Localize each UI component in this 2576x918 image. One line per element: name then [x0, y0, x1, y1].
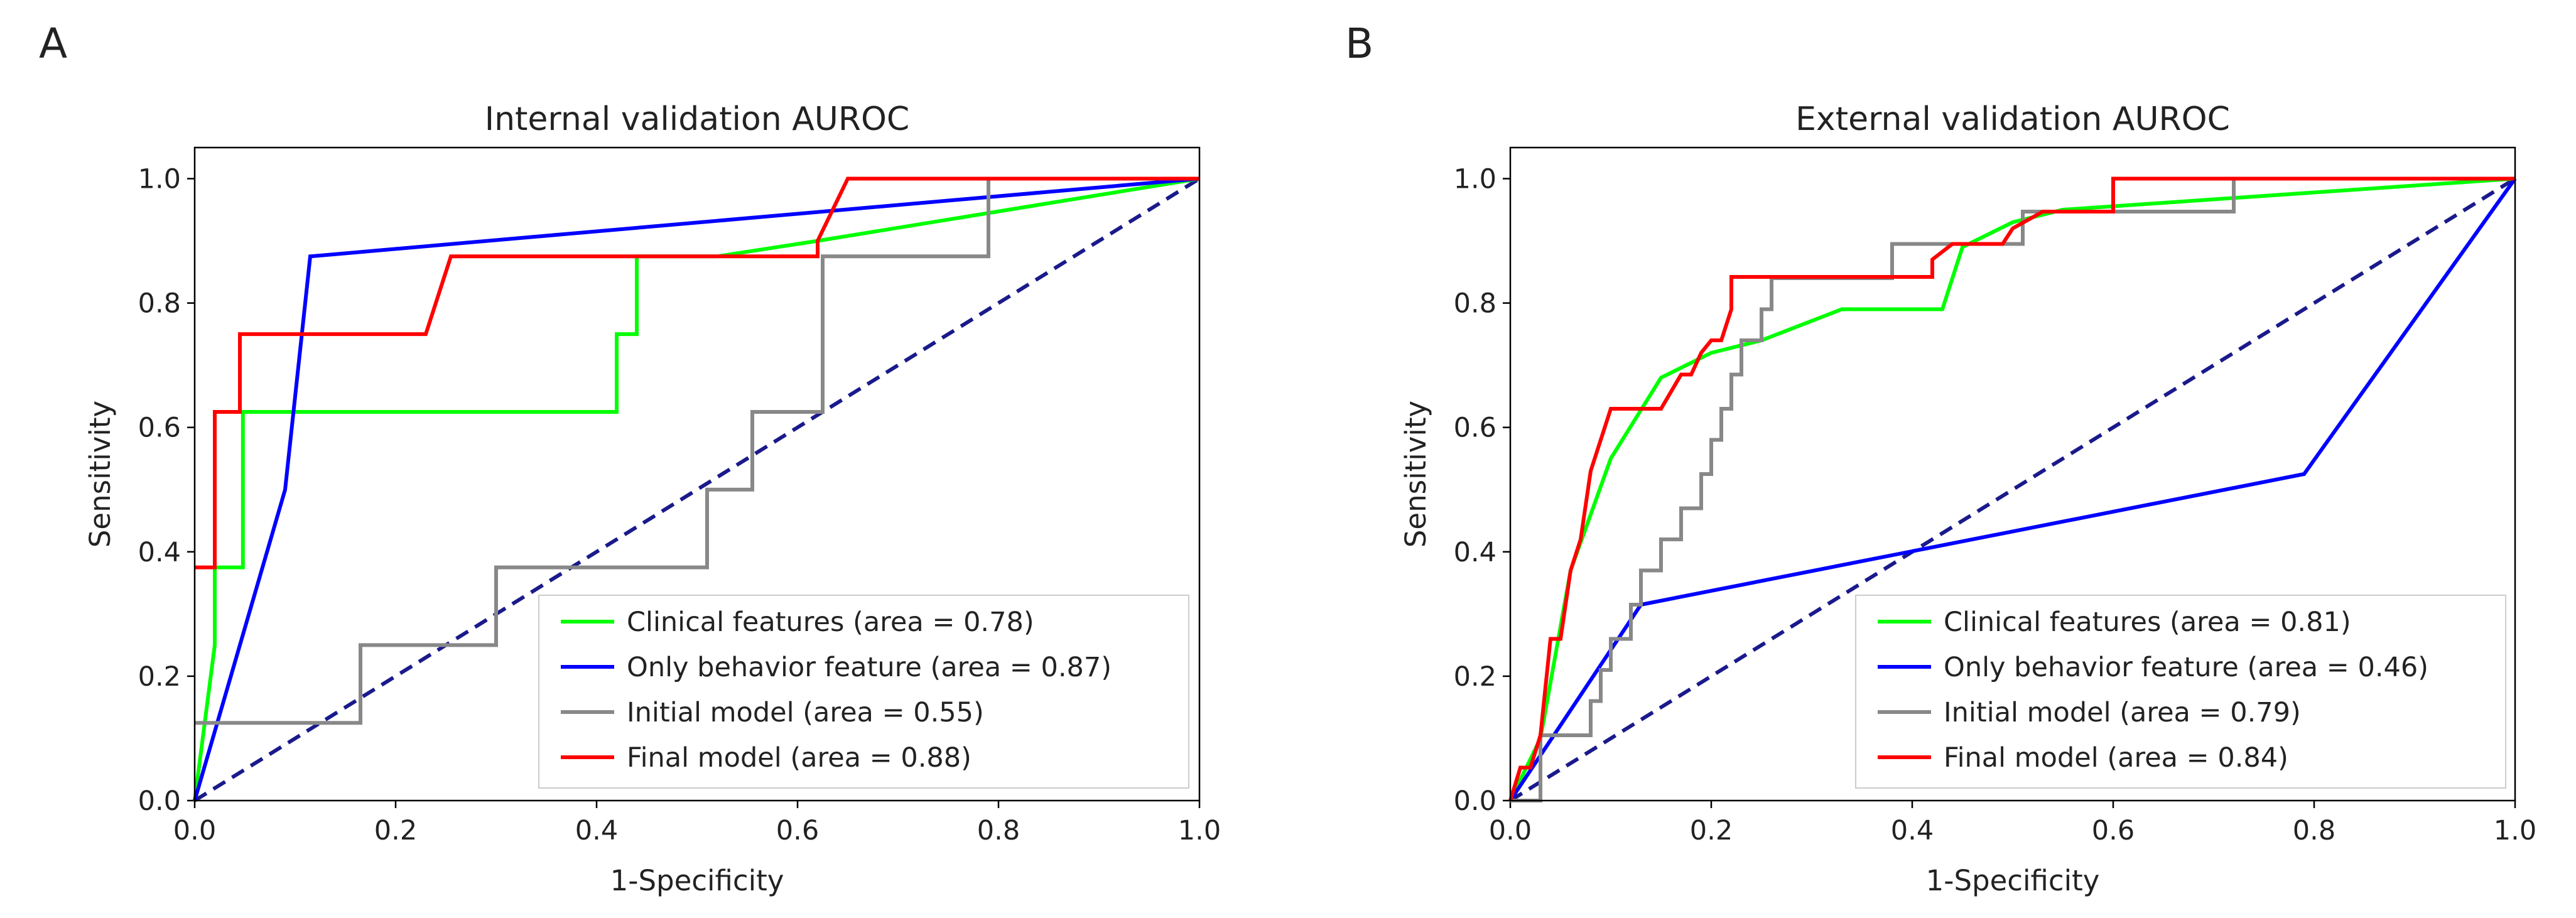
- x-tick-label: 0.8: [2293, 815, 2335, 846]
- x-axis-label-b: 1-Specificity: [1926, 864, 2100, 897]
- x-tick-label: 0.2: [1690, 815, 1733, 846]
- legend-box-b: [1855, 595, 2506, 789]
- y-tick-label: 1.0: [1454, 164, 1496, 195]
- y-tick-label: 0.6: [1454, 413, 1496, 444]
- roc-line-initial: [195, 176, 1199, 725]
- x-tick-label: 0.2: [374, 815, 417, 846]
- y-tick-label: 0.2: [138, 661, 181, 693]
- legend-entry-initial: Initial model (area = 0.79): [1944, 697, 2301, 728]
- y-tick-label: 1.0: [138, 164, 181, 195]
- legend-box-a: [538, 595, 1189, 789]
- y-tick-label: 0.8: [138, 288, 181, 320]
- roc-line-final: [1508, 176, 2515, 801]
- x-tick-label: 1.0: [2494, 815, 2536, 846]
- legend-entry-behavior: Only behavior feature (area = 0.46): [1944, 652, 2428, 683]
- roc-line-final: [195, 176, 1199, 570]
- plot-frame-a: [193, 146, 1201, 802]
- x-tick-label: 0.0: [1489, 815, 1532, 846]
- legend-entry-final: Final model (area = 0.84): [1944, 742, 2288, 774]
- y-tick-label: 0.6: [138, 413, 181, 444]
- chart-title-a: Internal validation AUROC: [485, 100, 909, 138]
- panel-external-validation: B External validation AUROC 0.0 0.2 0.4 0.6…: [1345, 19, 2536, 897]
- x-tick-label: 0.4: [575, 815, 618, 846]
- x-tick-label: 0.0: [173, 815, 216, 846]
- legend-entry-initial: Initial model (area = 0.55): [627, 697, 984, 728]
- legend-entry-final: Final model (area = 0.88): [627, 742, 971, 774]
- x-tick-label: 0.6: [2092, 815, 2135, 846]
- y-tick-label: 0.0: [138, 786, 181, 817]
- chart-title-b: External validation AUROC: [1795, 100, 2230, 138]
- legend-entry-clinical: Clinical features (area = 0.78): [627, 607, 1034, 638]
- y-tick-label: 0.4: [138, 537, 181, 568]
- y-axis-label-b: Sensitivity: [1399, 401, 1432, 548]
- panel-label-a: A: [39, 19, 67, 68]
- plot-frame-b: [1509, 146, 2516, 802]
- y-tick-label: 0.0: [1454, 786, 1496, 817]
- panel-label-b: B: [1345, 19, 1373, 68]
- legend-entry-behavior: Only behavior feature (area = 0.87): [627, 652, 1112, 683]
- legend-b: Clinical features (area = 0.81) Only beh…: [1855, 595, 2506, 789]
- x-tick-label: 1.0: [1178, 815, 1221, 846]
- x-tick-label: 0.6: [776, 815, 819, 846]
- roc-line-behavior: [1508, 177, 2517, 802]
- y-tick-label: 0.8: [1454, 288, 1496, 320]
- roc-line-clinical: [193, 176, 1200, 801]
- x-axis-label-a: 1-Specificity: [610, 864, 784, 897]
- x-tick-label: 0.8: [977, 815, 1020, 846]
- legend-entry-clinical: Clinical features (area = 0.81): [1944, 607, 2351, 638]
- panel-internal-validation: A Internal validation AUROC 0.0 0.2 0.4 0.6…: [39, 19, 1221, 897]
- legend-a: Clinical features (area = 0.78) Only beh…: [538, 595, 1189, 789]
- x-tick-label: 0.4: [1891, 815, 1934, 846]
- y-tick-label: 0.4: [1454, 537, 1496, 568]
- y-axis-label-a: Sensitivity: [84, 401, 117, 548]
- y-tick-label: 0.2: [1454, 661, 1496, 693]
- roc-line-behavior: [193, 176, 1200, 801]
